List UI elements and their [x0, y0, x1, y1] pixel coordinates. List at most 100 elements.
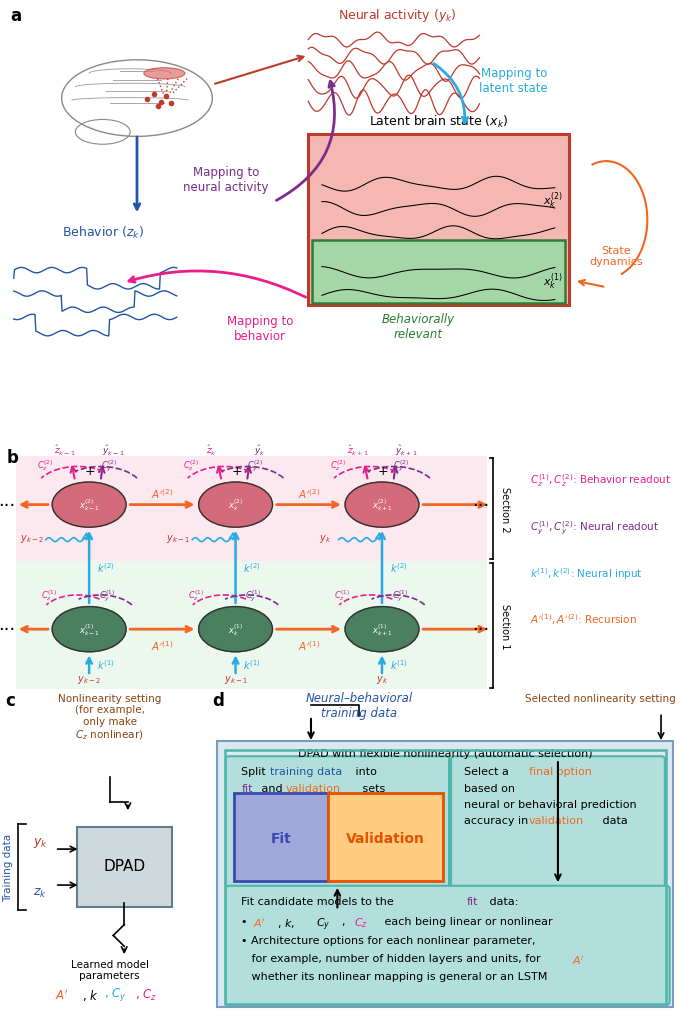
Text: each being linear or nonlinear: each being linear or nonlinear [381, 916, 552, 926]
Text: $A'^{(2)}$: $A'^{(2)}$ [297, 486, 320, 500]
Text: ···: ··· [472, 496, 489, 515]
FancyBboxPatch shape [328, 794, 443, 882]
Text: Behaviorally
relevant: Behaviorally relevant [382, 312, 454, 341]
Text: +: + [232, 465, 242, 478]
Circle shape [345, 482, 419, 528]
Text: State
dynamics: State dynamics [590, 246, 643, 267]
Text: $y_k$: $y_k$ [33, 835, 48, 849]
Text: $C_y^{(2)}$: $C_y^{(2)}$ [101, 458, 117, 474]
Text: $x_k^{(2)}$: $x_k^{(2)}$ [543, 190, 563, 211]
Text: neural or behavioral prediction: neural or behavioral prediction [464, 799, 637, 809]
Text: $z_k$: $z_k$ [33, 886, 47, 899]
Text: Learned model
parameters: Learned model parameters [71, 958, 149, 981]
Text: Mapping to
neural activity: Mapping to neural activity [184, 166, 269, 194]
Text: $C_y^{(1)}$: $C_y^{(1)}$ [245, 587, 262, 604]
Text: accuracy in: accuracy in [464, 815, 532, 825]
Text: Section 1: Section 1 [500, 603, 510, 648]
Text: $\hat{y}_{k+1}$: $\hat{y}_{k+1}$ [395, 443, 417, 458]
Text: Latent brain state ($x_k$): Latent brain state ($x_k$) [369, 113, 508, 129]
Text: • Architecture options for each nonlinear parameter,: • Architecture options for each nonlinea… [241, 935, 536, 945]
Text: $x_k^{(2)}$: $x_k^{(2)}$ [228, 497, 243, 513]
FancyBboxPatch shape [234, 794, 328, 882]
Text: $x_{k+1}^{(1)}$: $x_{k+1}^{(1)}$ [371, 622, 393, 637]
Text: final option: final option [529, 766, 592, 776]
Text: d: d [212, 692, 225, 709]
Text: ···: ··· [0, 496, 15, 515]
Text: $A'$: $A'$ [573, 953, 585, 967]
Text: data:: data: [486, 896, 519, 906]
Ellipse shape [144, 69, 185, 80]
Text: $A'^{(1)}$: $A'^{(1)}$ [297, 638, 320, 652]
Text: $y_k$: $y_k$ [376, 673, 388, 685]
FancyBboxPatch shape [225, 886, 670, 1005]
Text: $\hat{y}_{k-1}$: $\hat{y}_{k-1}$ [102, 443, 125, 458]
Text: $C_y^{(1)}$: $C_y^{(1)}$ [99, 587, 115, 604]
Text: and: and [258, 783, 286, 793]
Text: , $C_y$: , $C_y$ [104, 985, 127, 1002]
Text: $x_k^{(1)}$: $x_k^{(1)}$ [543, 271, 563, 291]
Text: Select a: Select a [464, 766, 513, 776]
Circle shape [52, 482, 126, 528]
Text: ,: , [342, 916, 349, 926]
Text: $k^{(2)}$: $k^{(2)}$ [243, 560, 260, 574]
Text: +: + [85, 465, 96, 478]
Text: Fit: Fit [271, 831, 291, 845]
Text: $\hat{z}_{k-1}$: $\hat{z}_{k-1}$ [54, 444, 76, 458]
Text: $\hat{z}_k$: $\hat{z}_k$ [206, 444, 216, 458]
Text: $A'^{(1)},A'^{(2)}$: Recursion: $A'^{(1)},A'^{(2)}$: Recursion [530, 612, 637, 627]
Text: $k^{(2)}$: $k^{(2)}$ [390, 560, 407, 574]
Text: fit: fit [467, 896, 478, 906]
Text: $C_z^{(1)}$: $C_z^{(1)}$ [188, 587, 204, 603]
Text: $C_z^{(2)}$: $C_z^{(2)}$ [329, 458, 346, 473]
FancyBboxPatch shape [308, 134, 569, 306]
Text: $C_z^{(2)}$: $C_z^{(2)}$ [37, 458, 53, 473]
Text: Neural activity ($y_k$): Neural activity ($y_k$) [338, 7, 457, 23]
FancyBboxPatch shape [77, 828, 172, 907]
FancyBboxPatch shape [451, 756, 665, 888]
Text: Section 2: Section 2 [500, 486, 510, 532]
Text: $C_z^{(2)}$: $C_z^{(2)}$ [184, 458, 200, 473]
Text: $y_{k-2}$: $y_{k-2}$ [20, 532, 44, 544]
Text: into: into [352, 766, 377, 776]
Text: $x_k^{(1)}$: $x_k^{(1)}$ [228, 622, 243, 637]
Text: $A'^{(1)}$: $A'^{(1)}$ [151, 638, 173, 652]
Text: Training data: Training data [3, 833, 13, 901]
Text: whether its nonlinear mapping is general or an LSTM: whether its nonlinear mapping is general… [241, 972, 548, 982]
Text: $C_z^{(1)}$: $C_z^{(1)}$ [334, 587, 351, 603]
Text: Nonlinearity setting
(for example,
only make
$C_z$ nonlinear): Nonlinearity setting (for example, only … [58, 693, 161, 742]
FancyBboxPatch shape [16, 561, 487, 690]
Text: $C_y$: $C_y$ [316, 916, 330, 932]
Text: $C_y^{(2)}$: $C_y^{(2)}$ [247, 458, 264, 474]
Text: based on: based on [464, 783, 515, 793]
Text: Mapping to
behavior: Mapping to behavior [227, 314, 293, 343]
Text: sets: sets [359, 783, 385, 793]
FancyBboxPatch shape [312, 241, 565, 303]
Text: b: b [6, 449, 18, 467]
Text: $y_{k-2}$: $y_{k-2}$ [77, 673, 101, 685]
Text: Validation: Validation [346, 831, 425, 845]
Text: $C_z$: $C_z$ [354, 916, 368, 929]
Text: $\hat{z}_{k+1}$: $\hat{z}_{k+1}$ [347, 444, 369, 458]
Text: $y_k$: $y_k$ [319, 532, 331, 544]
FancyBboxPatch shape [218, 741, 673, 1007]
Text: Selected nonlinearity setting: Selected nonlinearity setting [525, 693, 675, 703]
Text: $x_{k-1}^{(2)}$: $x_{k-1}^{(2)}$ [79, 497, 99, 513]
Text: for example, number of hidden layers and units, for: for example, number of hidden layers and… [241, 953, 545, 963]
Text: validation: validation [529, 815, 584, 825]
Text: Split: Split [241, 766, 270, 776]
Text: Neural–behavioral
training data: Neural–behavioral training data [306, 692, 412, 719]
Text: $k^{(2)}$: $k^{(2)}$ [97, 560, 114, 574]
Text: validation: validation [286, 783, 341, 793]
Text: $A'^{(2)}$: $A'^{(2)}$ [151, 486, 173, 500]
FancyBboxPatch shape [225, 756, 449, 888]
Text: $x_{k+1}^{(2)}$: $x_{k+1}^{(2)}$ [371, 497, 393, 513]
Text: , $k$: , $k$ [82, 987, 99, 1002]
Text: $y_{k-1}$: $y_{k-1}$ [166, 532, 190, 544]
Text: , $k$,: , $k$, [277, 916, 297, 929]
Text: $C_z^{(1)},C_z^{(2)}$: Behavior readout: $C_z^{(1)},C_z^{(2)}$: Behavior readout [530, 472, 671, 489]
Text: , $C_z$: , $C_z$ [135, 987, 158, 1002]
Circle shape [199, 482, 273, 528]
Text: $C_y^{(1)},C_y^{(2)}$: Neural readout: $C_y^{(1)},C_y^{(2)}$: Neural readout [530, 519, 660, 536]
FancyBboxPatch shape [16, 457, 487, 561]
Text: $A'$: $A'$ [253, 916, 266, 929]
